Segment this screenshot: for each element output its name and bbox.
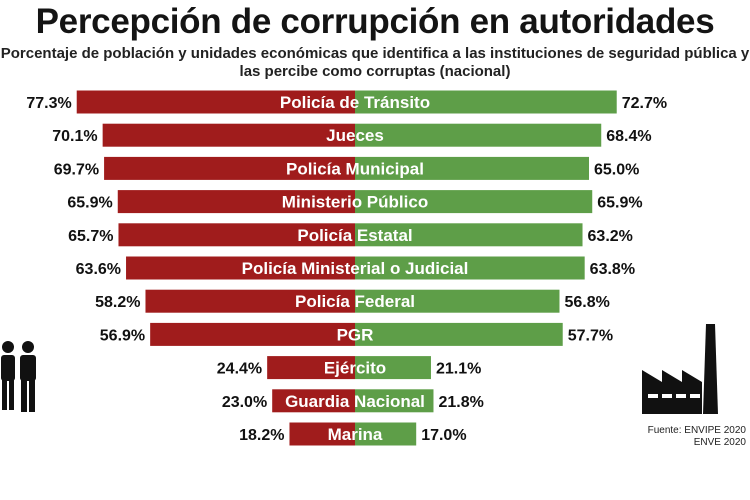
left-value-label: 63.6%: [76, 261, 121, 278]
category-label: PGR: [337, 325, 374, 344]
right-bar: [355, 256, 585, 280]
right-bar: [355, 123, 602, 147]
left-value-label: 23.0%: [222, 394, 267, 411]
source-line-1: Fuente: ENVIPE 2020: [647, 425, 746, 436]
category-label: Policía Ministerial o Judicial: [242, 259, 469, 278]
right-value-label: 21.1%: [436, 361, 481, 378]
right-value-label: 72.7%: [622, 95, 667, 112]
left-bar: [117, 190, 355, 214]
category-label: Policía Municipal: [286, 159, 424, 178]
source-note: Fuente: ENVIPE 2020 ENVE 2020: [646, 425, 746, 449]
left-value-label: 70.1%: [52, 128, 97, 145]
people-icon: [1, 341, 36, 412]
category-label: Policía Federal: [295, 292, 415, 311]
left-value-label: 69.7%: [54, 161, 99, 178]
chart-subtitle: Porcentaje de población y unidades econó…: [0, 45, 750, 80]
left-bar: [145, 289, 355, 313]
right-bar: [355, 190, 593, 214]
right-value-label: 56.8%: [564, 294, 609, 311]
chart-title: Percepción de corrupción en autoridades: [35, 2, 715, 41]
right-bar: [355, 422, 417, 446]
left-bar: [102, 123, 355, 147]
source-line-2: ENVE 2020: [693, 437, 746, 448]
right-bar: [355, 322, 563, 346]
category-label: Policía de Tránsito: [280, 93, 430, 112]
left-value-label: 56.9%: [100, 327, 145, 344]
right-bar: [355, 356, 431, 380]
category-label: Ministerio Público: [282, 193, 428, 212]
right-value-label: 17.0%: [421, 427, 466, 444]
left-bar: [267, 356, 355, 380]
left-bar: [104, 156, 355, 180]
left-bar: [126, 256, 355, 280]
right-value-label: 57.7%: [568, 327, 613, 344]
left-value-label: 18.2%: [239, 427, 284, 444]
right-bar: [355, 90, 617, 114]
left-value-label: 65.9%: [67, 195, 112, 212]
category-label: Policía Estatal: [297, 226, 412, 245]
right-bar: [355, 289, 560, 313]
left-bar: [289, 422, 355, 446]
right-bar: [355, 156, 589, 180]
left-bar: [76, 90, 355, 114]
right-bar: [355, 223, 583, 247]
category-label: Jueces: [326, 126, 384, 145]
right-value-label: 63.8%: [590, 261, 635, 278]
right-value-label: 65.0%: [594, 161, 639, 178]
category-label: Guardia Nacional: [285, 392, 425, 411]
left-bar: [150, 322, 355, 346]
right-value-label: 68.4%: [606, 128, 651, 145]
left-bar: [272, 389, 355, 413]
right-value-label: 21.8%: [438, 394, 483, 411]
left-value-label: 58.2%: [95, 294, 140, 311]
right-value-label: 65.9%: [597, 195, 642, 212]
left-value-label: 77.3%: [26, 95, 71, 112]
left-bar: [118, 223, 355, 247]
right-value-label: 63.2%: [588, 228, 633, 245]
category-label: Ejército: [324, 359, 386, 378]
left-value-label: 65.7%: [68, 228, 113, 245]
right-bar: [355, 389, 434, 413]
factory-icon: [642, 324, 718, 414]
left-value-label: 24.4%: [217, 361, 262, 378]
category-label: Marina: [328, 425, 383, 444]
